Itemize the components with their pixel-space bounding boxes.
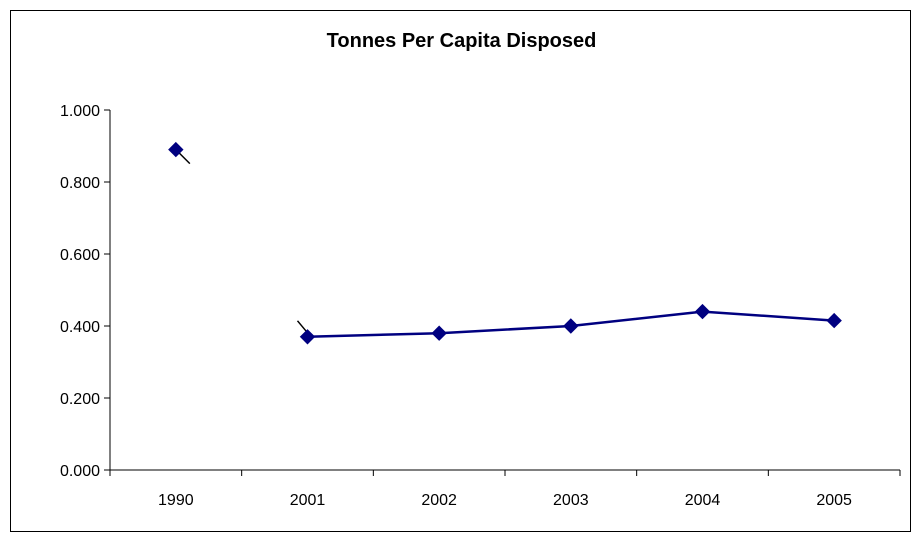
y-tick-label: 0.600 [60,247,100,264]
data-point [168,141,184,158]
chart-title: Tonnes Per Capita Disposed [326,30,597,52]
x-tick-label: 2002 [421,492,457,509]
x-tick-label: 2001 [290,492,326,509]
chart-frame [10,10,911,532]
y-tick-label: 1.000 [60,103,100,120]
y-tick-label: 0.800 [60,175,100,192]
x-tick-label: 2003 [553,492,589,509]
data-point [826,312,842,329]
x-tick-label: 2005 [816,492,852,509]
y-tick-label: 0.000 [60,463,100,480]
axes [104,109,901,476]
data-point [563,318,579,334]
tick-labels: 0.000 0.200 0.400 0.600 0.800 1.000 1990 2001 20… [60,103,852,509]
x-tick-label: 2004 [685,492,721,509]
y-tick-label: 0.400 [60,319,100,336]
data-point [694,303,711,320]
y-tick-label: 0.200 [60,391,100,408]
x-tick-label: 1990 [158,492,194,509]
series [168,141,842,345]
data-point [431,325,447,341]
data-point [299,329,316,345]
